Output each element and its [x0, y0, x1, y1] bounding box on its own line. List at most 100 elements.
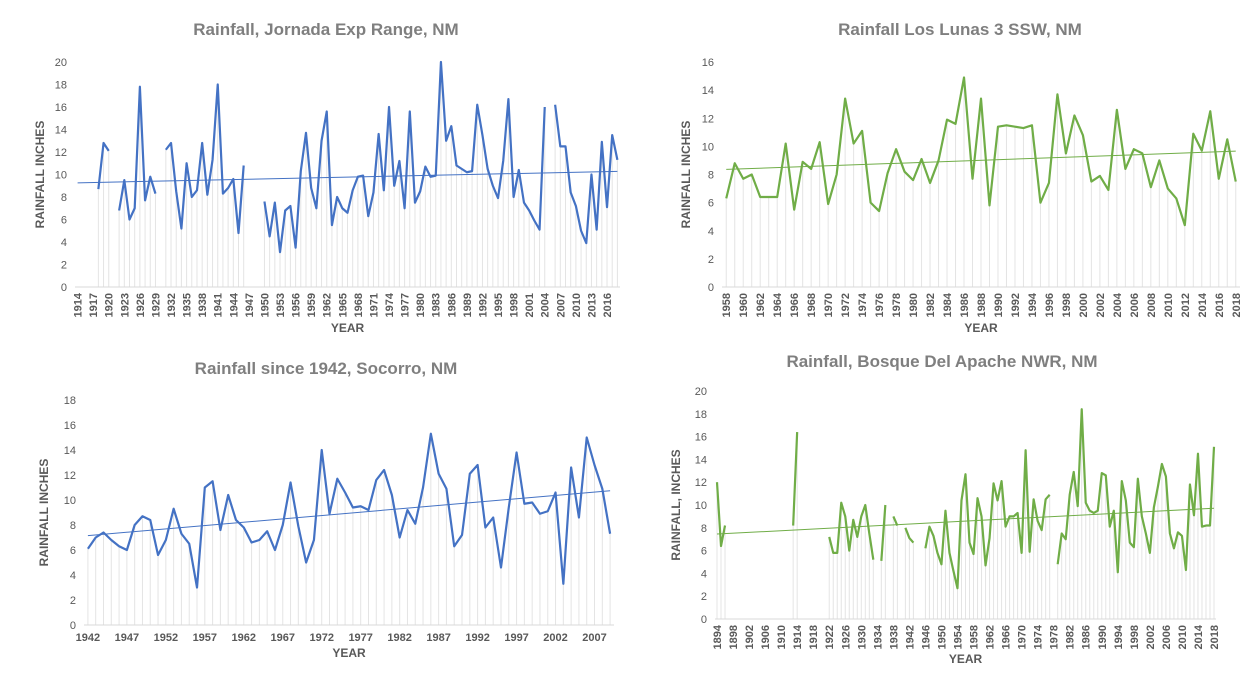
data-line: [715, 408, 1216, 590]
x-tick-label: 1962: [322, 293, 334, 317]
x-tick-label: 2012: [1180, 293, 1192, 317]
x-tick-label: 1918: [808, 625, 820, 649]
x-tick-label: 1984: [942, 292, 954, 317]
x-tick-label: 1938: [197, 293, 209, 317]
x-tick-label: 2014: [1193, 624, 1205, 649]
x-tick-label: 1926: [135, 293, 147, 317]
y-tick-label: 6: [701, 546, 707, 558]
x-tick-label: 1926: [840, 625, 852, 649]
x-tick-label: 2016: [602, 293, 614, 317]
y-tick-label: 2: [70, 595, 76, 607]
x-tick-label: 1947: [115, 632, 139, 644]
y-tick-label: 16: [55, 102, 67, 114]
x-tick-label: 1942: [904, 625, 916, 649]
y-tick-label: 2: [61, 260, 67, 272]
x-tick-label: 2000: [1078, 293, 1090, 317]
x-tick-label: 1947: [244, 293, 256, 317]
x-tick-label: 1978: [891, 293, 903, 317]
y-tick-label: 0: [70, 620, 76, 632]
x-tick-label: 1902: [744, 625, 756, 649]
x-tick-label: 1974: [384, 292, 396, 317]
x-axis-title: YEAR: [332, 646, 366, 660]
x-tick-label: 1950: [936, 625, 948, 649]
x-tick-label: 1920: [104, 293, 116, 317]
x-tick-label: 1966: [1001, 625, 1013, 649]
x-tick-label: 1946: [920, 625, 932, 649]
y-tick-label: 4: [701, 568, 707, 580]
y-tick-label: 18: [55, 80, 67, 92]
x-tick-label: 1952: [154, 632, 178, 644]
y-tick-label: 12: [64, 470, 76, 482]
x-tick-label: 1976: [874, 293, 886, 317]
data-line: [86, 432, 612, 589]
y-tick-label: 8: [70, 520, 76, 532]
x-tick-label: 1954: [952, 624, 964, 649]
x-tick-label: 1950: [259, 293, 271, 317]
data-line: [725, 76, 1237, 227]
y-tick-label: 16: [695, 432, 707, 444]
x-axis-title: YEAR: [331, 321, 365, 335]
x-tick-label: 1953: [275, 293, 287, 317]
x-tick-label: 1932: [166, 293, 178, 317]
x-tick-label: 1995: [493, 293, 505, 317]
x-tick-label: 1992: [1010, 293, 1022, 317]
x-tick-label: 1994: [1113, 624, 1125, 649]
data-line: [97, 60, 619, 254]
x-tick-label: 1960: [738, 293, 750, 317]
x-tick-label: 1944: [228, 292, 240, 317]
x-tick-label: 1962: [232, 632, 256, 644]
x-tick-label: 1970: [823, 293, 835, 317]
x-tick-label: 1989: [462, 293, 474, 317]
x-tick-label: 1998: [1129, 625, 1141, 649]
x-tick-label: 1998: [1061, 293, 1073, 317]
y-tick-label: 8: [61, 192, 67, 204]
x-tick-label: 2002: [1095, 293, 1107, 317]
x-tick-label: 2018: [1231, 293, 1243, 317]
x-tick-label: 1930: [856, 625, 868, 649]
x-tick-label: 1935: [182, 293, 194, 317]
x-tick-label: 1914: [792, 624, 804, 649]
x-tick-label: 1980: [415, 293, 427, 317]
x-tick-label: 1917: [88, 293, 100, 317]
chart-title: Rainfall Los Lunas 3 SSW, NM: [838, 20, 1082, 39]
y-tick-label: 8: [701, 523, 707, 535]
x-tick-label: 2006: [1129, 293, 1141, 317]
x-tick-label: 1959: [306, 293, 318, 317]
x-tick-label: 1956: [291, 293, 303, 317]
y-tick-label: 10: [64, 495, 76, 507]
x-tick-label: 2010: [1177, 625, 1189, 649]
chart-title: Rainfall, Jornada Exp Range, NM: [193, 20, 458, 39]
y-tick-label: 6: [70, 545, 76, 557]
x-tick-label: 1910: [776, 625, 788, 649]
x-tick-label: 1992: [477, 293, 489, 317]
x-tick-label: 1906: [760, 625, 772, 649]
x-tick-label: 1941: [213, 293, 225, 317]
x-tick-label: 1987: [426, 632, 450, 644]
x-tick-label: 2001: [524, 293, 536, 317]
x-tick-label: 1994: [1027, 292, 1039, 317]
x-tick-label: 1972: [309, 632, 333, 644]
x-tick-label: 1992: [465, 632, 489, 644]
x-tick-label: 1980: [908, 293, 920, 317]
y-tick-label: 2: [708, 254, 714, 266]
x-tick-label: 1974: [857, 292, 869, 317]
trend-line: [77, 170, 618, 184]
x-tick-label: 1968: [353, 293, 365, 317]
x-tick-label: 2007: [582, 632, 606, 644]
x-tick-label: 1962: [755, 293, 767, 317]
y-tick-label: 0: [708, 282, 714, 294]
trend-line: [87, 490, 611, 537]
y-tick-label: 20: [55, 57, 67, 69]
x-tick-label: 1965: [337, 293, 349, 317]
x-tick-label: 1962: [985, 625, 997, 649]
x-tick-label: 1972: [840, 293, 852, 317]
y-tick-label: 20: [695, 386, 707, 398]
x-tick-label: 1990: [1097, 625, 1109, 649]
chart-title: Rainfall, Bosque Del Apache NWR, NM: [786, 352, 1097, 371]
x-tick-label: 2014: [1197, 292, 1209, 317]
x-tick-label: 1982: [387, 632, 411, 644]
x-tick-label: 1957: [193, 632, 217, 644]
x-tick-label: 1964: [772, 292, 784, 317]
x-tick-label: 2002: [543, 632, 567, 644]
x-tick-label: 2006: [1161, 625, 1173, 649]
